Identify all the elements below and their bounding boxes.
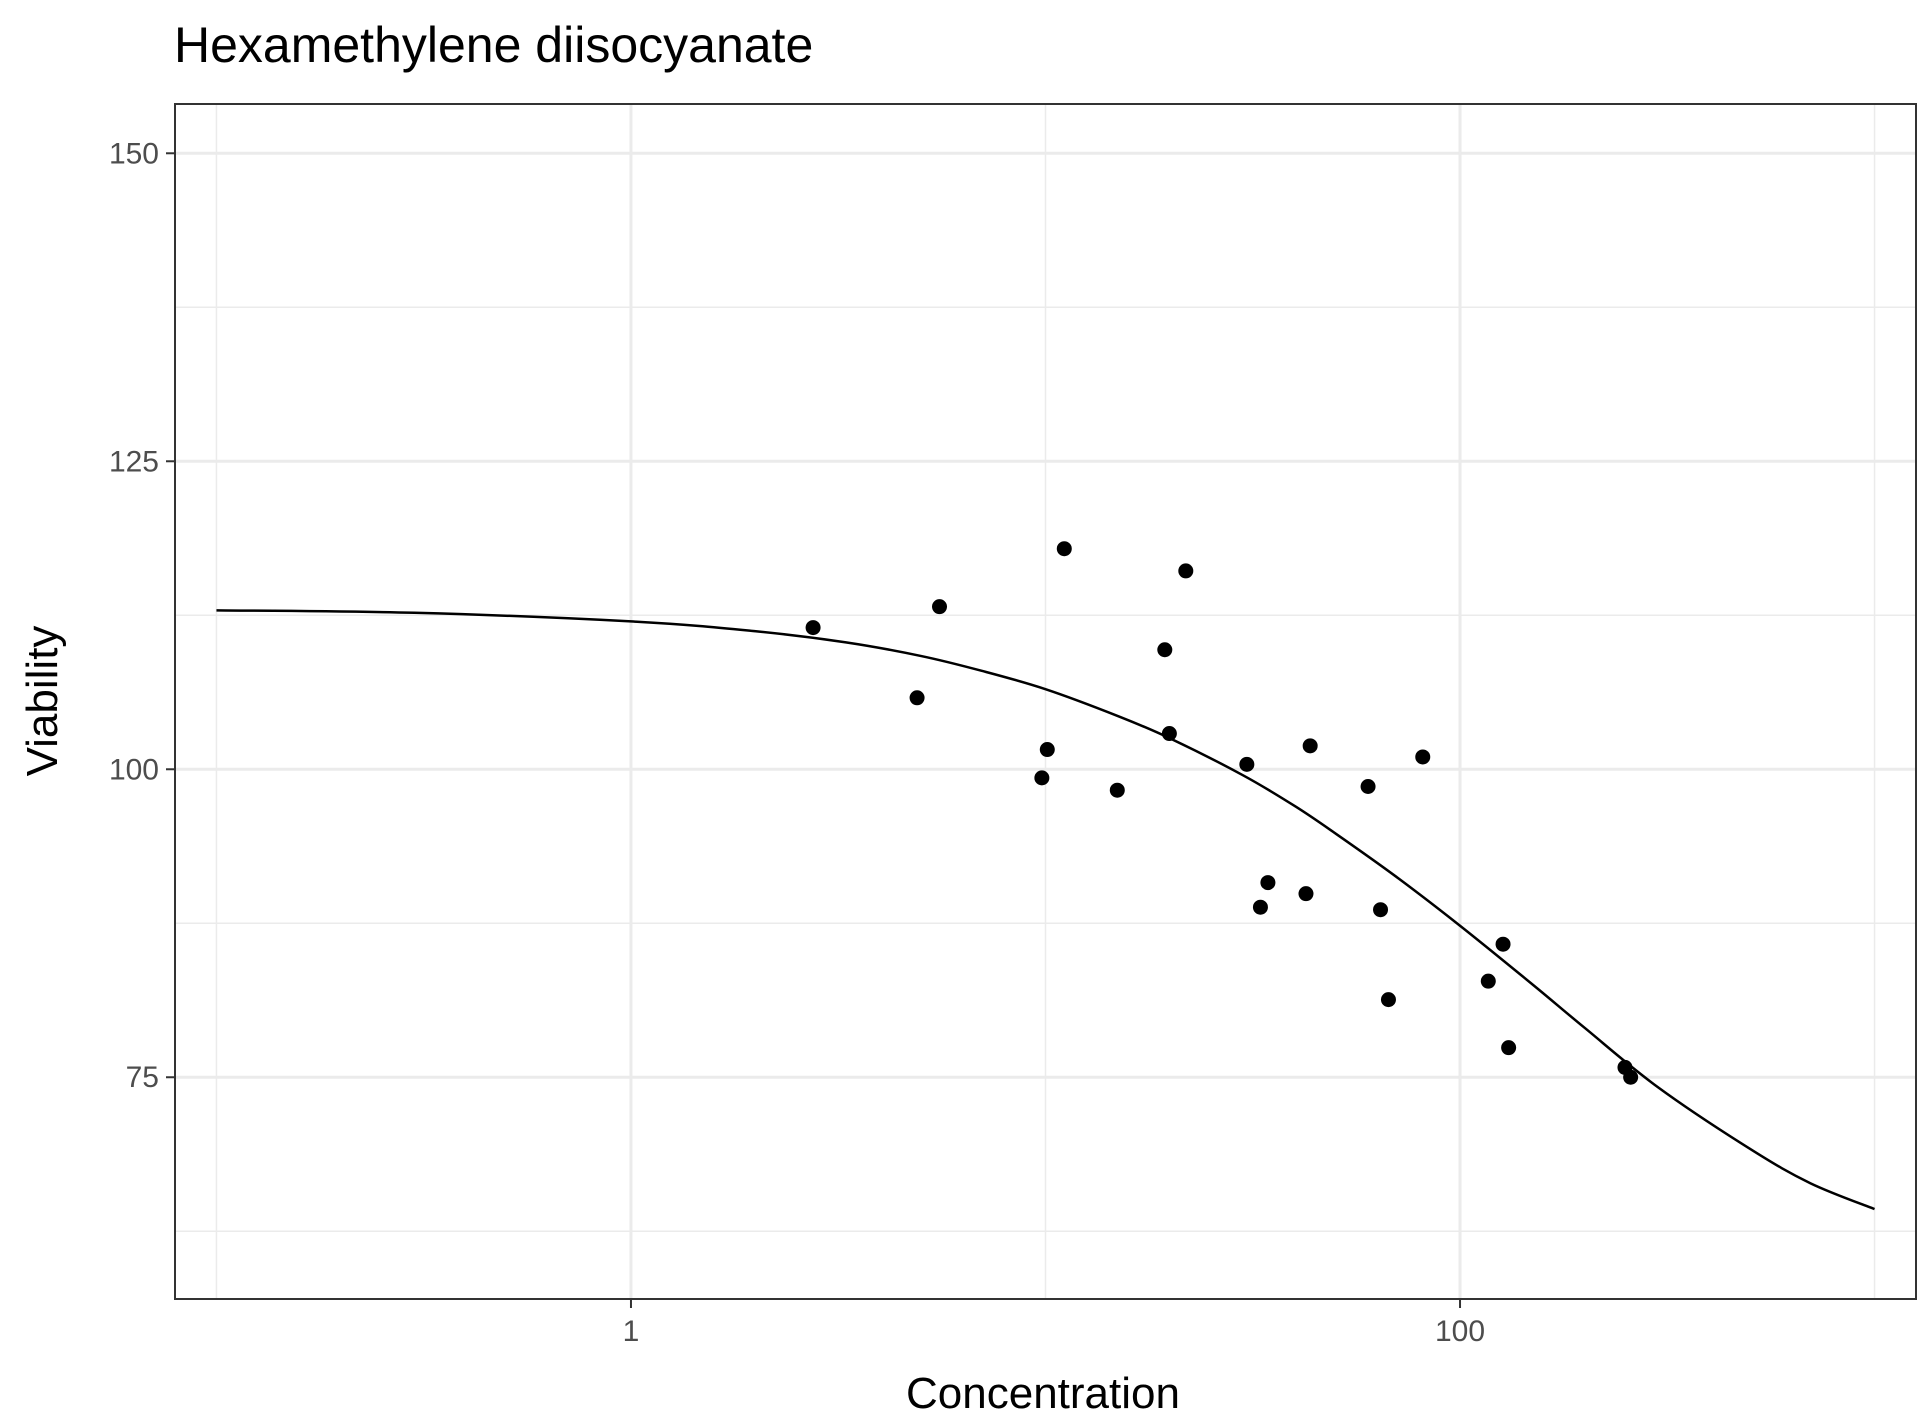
y-axis: 75 100 125 150: [109, 137, 175, 1094]
data-point: [932, 599, 948, 615]
data-point: [1260, 875, 1276, 891]
data-point: [1501, 1040, 1517, 1056]
data-point: [1034, 770, 1050, 786]
x-tick-label: 100: [1435, 1315, 1485, 1348]
x-axis-title: Concentration: [906, 1369, 1180, 1418]
minor-gridlines: [175, 104, 1916, 1299]
data-point: [1178, 563, 1194, 579]
y-tick-label: 75: [126, 1061, 159, 1094]
y-tick-label: 100: [109, 753, 159, 786]
data-point: [1161, 726, 1177, 742]
y-tick-label: 125: [109, 445, 159, 478]
data-point: [1623, 1069, 1639, 1085]
data-point: [909, 690, 925, 706]
major-gridlines: [175, 104, 1916, 1299]
data-point: [1480, 973, 1496, 989]
data-point: [1302, 738, 1318, 754]
data-point: [1157, 642, 1173, 658]
data-point: [1252, 899, 1268, 915]
x-tick-label: 1: [623, 1315, 640, 1348]
data-point: [1360, 779, 1376, 795]
data-point: [1039, 742, 1055, 758]
data-points-layer: [805, 541, 1639, 1085]
data-point: [1380, 992, 1396, 1008]
data-point: [1239, 756, 1255, 772]
data-point: [1109, 782, 1125, 798]
plot-panel-border: [174, 103, 1917, 1300]
y-tick-label: 150: [109, 137, 159, 170]
data-point: [1373, 902, 1389, 918]
data-point: [805, 620, 821, 636]
data-point: [1056, 541, 1072, 557]
data-point: [1495, 936, 1511, 952]
chart-title: Hexamethylene diisocyanate: [174, 17, 813, 73]
data-point: [1415, 749, 1431, 765]
y-axis-title: Viability: [18, 626, 67, 777]
x-axis: 1 100: [623, 1299, 1485, 1348]
data-point: [1298, 886, 1314, 902]
